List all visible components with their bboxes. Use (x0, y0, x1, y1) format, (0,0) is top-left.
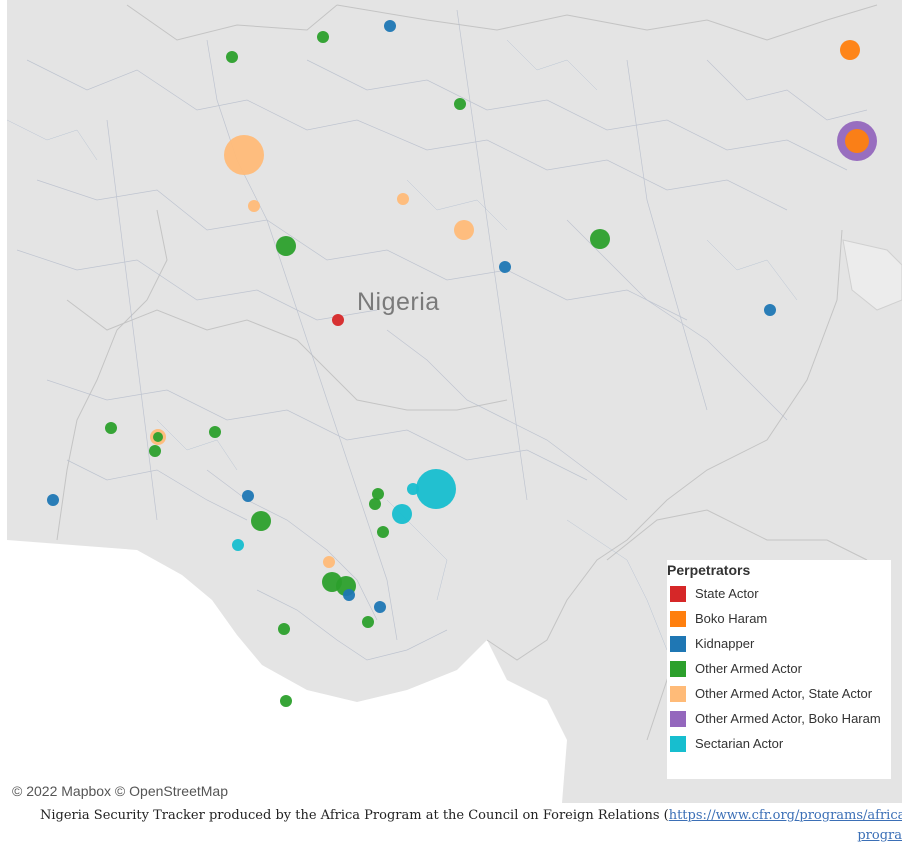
legend-item-other-armed-actor[interactable]: Other Armed Actor (670, 660, 890, 680)
footer-credit: Nigeria Security Tracker produced by the… (40, 808, 902, 823)
legend-swatch (670, 611, 686, 627)
incident-marker[interactable] (392, 504, 412, 524)
legend-label: Sectarian Actor (695, 736, 784, 751)
legend-label: Other Armed Actor, State Actor (695, 686, 873, 701)
incident-marker[interactable] (323, 556, 335, 568)
legend-swatch (670, 711, 686, 727)
incident-marker[interactable] (226, 51, 238, 63)
incident-marker[interactable] (332, 314, 344, 326)
legend-swatch (670, 686, 686, 702)
legend-swatch (670, 736, 686, 752)
incident-marker[interactable] (224, 135, 264, 175)
incident-marker[interactable] (280, 695, 292, 707)
footer-text: Nigeria Security Tracker produced by the… (40, 808, 669, 823)
legend-title: Perpetrators (667, 562, 751, 578)
footer-link-continuation[interactable]: progra (857, 828, 902, 843)
ocean (7, 540, 567, 803)
legend-item-other-armed-boko-haram[interactable]: Other Armed Actor, Boko Haram (670, 710, 890, 730)
incident-marker[interactable] (372, 488, 384, 500)
incident-marker[interactable] (377, 526, 389, 538)
incident-marker[interactable] (590, 229, 610, 249)
legend-item-kidnapper[interactable]: Kidnapper (670, 635, 890, 655)
incident-marker[interactable] (242, 490, 254, 502)
legend: Perpetrators State Actor Boko Haram Kidn… (667, 560, 891, 779)
lake-chad (842, 239, 902, 311)
legend-item-boko-haram[interactable]: Boko Haram (670, 610, 890, 630)
incident-marker[interactable] (499, 261, 511, 273)
legend-swatch (670, 636, 686, 652)
incident-marker[interactable] (764, 304, 776, 316)
country-label: Nigeria (357, 288, 440, 316)
incident-marker[interactable] (840, 40, 860, 60)
incident-marker[interactable] (362, 616, 374, 628)
footer-link[interactable]: https://www.cfr.org/programs/africa-prog… (668, 808, 902, 823)
legend-item-other-armed-state-actor[interactable]: Other Armed Actor, State Actor (670, 685, 890, 705)
legend-label: Other Armed Actor (695, 661, 802, 676)
legend-label: Other Armed Actor, Boko Haram (695, 711, 881, 726)
incident-marker[interactable] (397, 193, 409, 205)
incident-marker[interactable] (384, 20, 396, 32)
incident-marker[interactable] (276, 236, 296, 256)
incident-marker[interactable] (845, 129, 869, 153)
incident-marker[interactable] (374, 601, 386, 613)
legend-label: Boko Haram (695, 611, 768, 626)
incident-marker[interactable] (232, 539, 244, 551)
legend-swatch (670, 586, 686, 602)
legend-swatch (670, 661, 686, 677)
incident-marker[interactable] (248, 200, 260, 212)
map[interactable]: Nigeria © 2022 Mapbox © OpenStreetMap Pe… (7, 0, 902, 803)
incident-marker[interactable] (149, 445, 161, 457)
incident-marker[interactable] (47, 494, 59, 506)
legend-label: State Actor (695, 586, 759, 601)
map-canvas[interactable] (7, 0, 902, 803)
incident-marker[interactable] (369, 498, 381, 510)
incident-marker[interactable] (454, 98, 466, 110)
legend-item-sectarian-actor[interactable]: Sectarian Actor (670, 735, 890, 755)
incident-marker[interactable] (416, 469, 456, 509)
incident-marker[interactable] (343, 589, 355, 601)
incident-markers (47, 20, 877, 707)
incident-marker[interactable] (153, 432, 163, 442)
incident-marker[interactable] (278, 623, 290, 635)
incident-marker[interactable] (209, 426, 221, 438)
incident-marker[interactable] (454, 220, 474, 240)
map-attribution[interactable]: © 2022 Mapbox © OpenStreetMap (12, 783, 228, 799)
incident-marker[interactable] (105, 422, 117, 434)
incident-marker[interactable] (317, 31, 329, 43)
legend-label: Kidnapper (695, 636, 755, 651)
incident-marker[interactable] (407, 483, 419, 495)
legend-item-state-actor[interactable]: State Actor (670, 585, 890, 605)
incident-marker[interactable] (251, 511, 271, 531)
